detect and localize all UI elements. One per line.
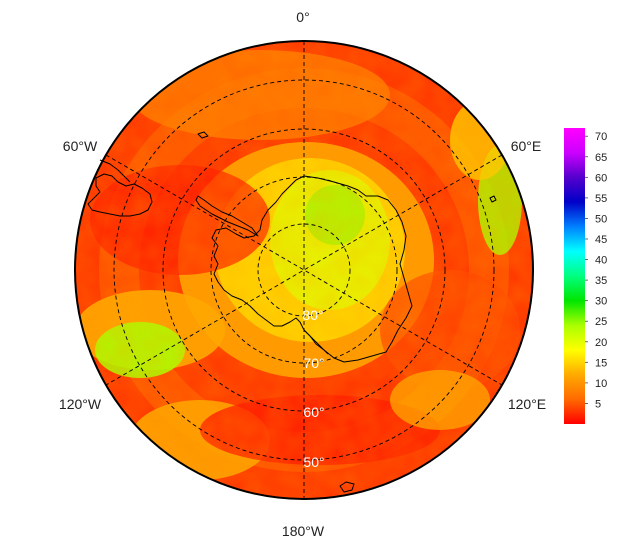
colorbar-tick-label: 70 (595, 131, 607, 143)
colorbar-tick-label: 30 (595, 296, 607, 308)
colorbar-tick-label: 35 (595, 275, 607, 287)
coastlines (87, 131, 497, 493)
parallel-50 (113, 79, 495, 461)
colorbar-gradient (564, 128, 585, 424)
antarctica-coastline (211, 175, 413, 363)
colorbar-tick-label: 55 (595, 193, 607, 205)
lon-label-0: 0° (296, 9, 309, 25)
lon-label-120w: 120°W (59, 396, 102, 412)
colorbar-tick-label: 5 (595, 398, 601, 410)
south-georgia (197, 131, 209, 139)
colorbar-ticks: 5 10 15 20 25 30 35 40 45 50 55 60 65 70 (585, 131, 607, 410)
colorbar-tick-label: 20 (595, 337, 607, 349)
data-field (75, 41, 533, 499)
kerguelen-island (489, 195, 497, 203)
lat-label-70: 70° (303, 355, 324, 371)
lon-label-60w: 60°W (63, 138, 98, 154)
new-zealand-island (339, 481, 355, 493)
lat-label-50: 50° (303, 454, 324, 470)
south-america-tip (87, 173, 153, 217)
colorbar-tick-label: 60 (595, 172, 607, 184)
south-america-coast (99, 159, 131, 183)
lon-label-120e: 120°E (508, 396, 546, 412)
ross-ice-shelf (303, 329, 329, 355)
colorbar-tick-label: 15 (595, 357, 607, 369)
map-outline (74, 40, 534, 500)
colorbar: 5 10 15 20 25 30 35 40 45 50 55 60 65 70 (564, 128, 607, 424)
colorbar-tick-label: 50 (595, 213, 607, 225)
lon-label-60e: 60°E (511, 138, 542, 154)
field-texture (75, 41, 533, 499)
meridian-60e-120w (105, 154, 503, 386)
parallel-60 (162, 128, 446, 412)
colorbar-tick-label: 25 (595, 316, 607, 328)
meridian-60w-120e (105, 154, 503, 386)
colorbar-tick-label: 10 (595, 378, 607, 390)
colorbar-tick-label: 65 (595, 152, 607, 164)
lon-label-180w: 180°W (282, 523, 325, 539)
colorbar-tick-label: 40 (595, 255, 607, 267)
colorbar-tick-label: 45 (595, 234, 607, 246)
antarctic-peninsula (195, 195, 259, 237)
lat-label-80: 80° (302, 307, 323, 323)
lat-label-60: 60° (303, 404, 324, 420)
graticule (105, 41, 503, 499)
